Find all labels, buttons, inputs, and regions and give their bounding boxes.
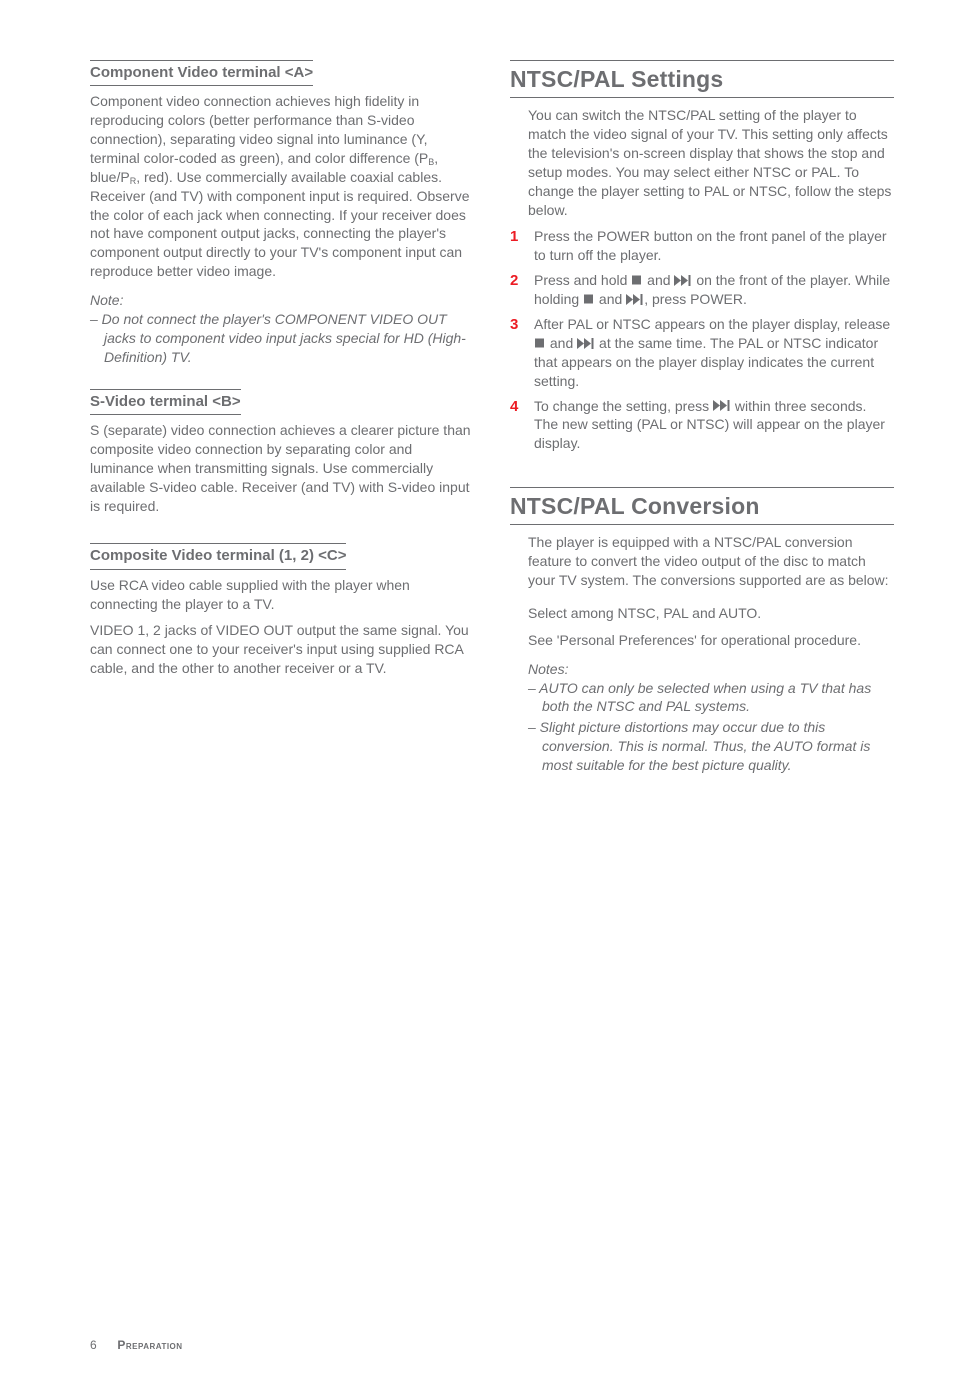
body-component-video: Component video connection achieves high… (90, 92, 474, 281)
left-column: Component Video terminal <A> Component v… (90, 60, 474, 777)
step-2-e: , press POWER. (644, 291, 747, 307)
note-body-component: – Do not connect the player's COMPONENT … (90, 310, 474, 367)
stop-icon (631, 275, 643, 285)
step-3: After PAL or NTSC appears on the player … (510, 315, 894, 391)
intro-conversion: The player is equipped with a NTSC/PAL c… (510, 533, 894, 590)
step-4-a: To change the setting, press (534, 398, 713, 414)
next-icon (577, 338, 595, 349)
heading-composite: Composite Video terminal (1, 2) <C> (90, 543, 346, 569)
intro-settings: You can switch the NTSC/PAL setting of t… (510, 106, 894, 219)
stop-icon (583, 294, 595, 304)
body-composite-1: Use RCA video cable supplied with the pl… (90, 576, 474, 614)
rule (510, 60, 894, 61)
note-head-component: Note: (90, 291, 474, 310)
next-icon (674, 275, 692, 286)
step-4: To change the setting, press within thre… (510, 397, 894, 454)
step-2-d: and (595, 291, 626, 307)
step-2-a: Press and hold (534, 272, 631, 288)
note-1: – AUTO can only be selected when using a… (528, 679, 894, 717)
step-1: Press the POWER button on the front pane… (510, 227, 894, 265)
footer-label: Preparation (117, 1338, 182, 1352)
steps-list: Press the POWER button on the front pane… (510, 227, 894, 453)
heading-ntsc-pal-settings: NTSC/PAL Settings (510, 64, 894, 98)
step-2: Press and hold and on the front of the p… (510, 271, 894, 309)
note-2: – Slight picture distortions may occur d… (528, 718, 894, 775)
rule (510, 487, 894, 488)
stop-icon (534, 338, 546, 348)
next-icon (626, 294, 644, 305)
right-column: NTSC/PAL Settings You can switch the NTS… (510, 60, 894, 777)
step-2-b: and (643, 272, 674, 288)
two-column-layout: Component Video terminal <A> Component v… (90, 60, 894, 777)
heading-component-video: Component Video terminal <A> (90, 60, 313, 86)
body-composite-2: VIDEO 1, 2 jacks of VIDEO OUT output the… (90, 621, 474, 678)
after-1: Select among NTSC, PAL and AUTO. (510, 604, 894, 623)
step-3-b: and (546, 335, 577, 351)
heading-svideo: S-Video terminal <B> (90, 389, 241, 415)
step-3-a: After PAL or NTSC appears on the player … (534, 316, 890, 332)
notes-head: Notes: (510, 660, 894, 679)
after-2: See 'Personal Preferences' for operation… (510, 631, 894, 650)
body-svideo: S (separate) video connection achieves a… (90, 421, 474, 515)
heading-ntsc-pal-conversion: NTSC/PAL Conversion (510, 491, 894, 525)
next-icon (713, 400, 731, 411)
